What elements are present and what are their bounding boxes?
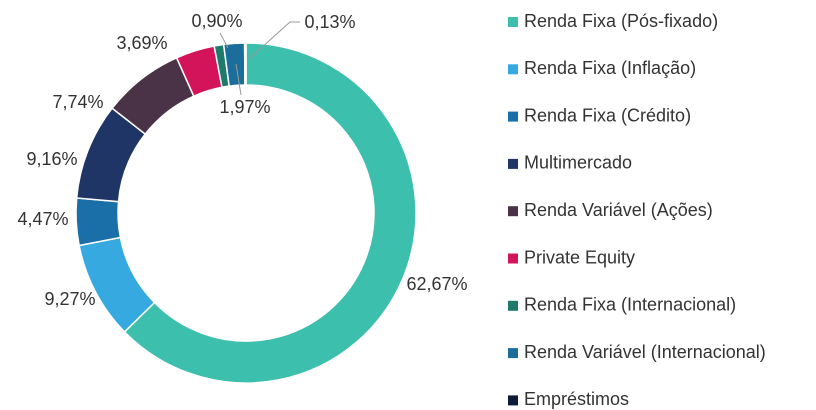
legend-swatch bbox=[508, 111, 518, 122]
legend-swatch bbox=[508, 348, 518, 359]
leader-line bbox=[249, 21, 300, 59]
legend-label: Renda Fixa (Inflação) bbox=[524, 58, 696, 78]
legend-label: Renda Fixa (Pós-fixado) bbox=[524, 11, 718, 31]
leader-line bbox=[235, 63, 242, 96]
donut-slice bbox=[243, 42, 247, 86]
donut-slice bbox=[75, 197, 122, 247]
legend-label: Renda Fixa (Crédito) bbox=[524, 105, 691, 125]
data-label: 7,74% bbox=[52, 92, 103, 112]
legend-swatch bbox=[508, 206, 518, 217]
legend-swatch bbox=[508, 300, 518, 311]
data-label: 62,67% bbox=[406, 274, 467, 294]
legend-label: Renda Variável (Ações) bbox=[524, 200, 713, 220]
legend-label: Empréstimos bbox=[524, 389, 629, 409]
legend-swatch bbox=[508, 64, 518, 75]
data-label: 0,13% bbox=[304, 12, 355, 32]
legend-label: Multimercado bbox=[524, 153, 632, 173]
legend-label: Renda Variável (Internacional) bbox=[524, 342, 766, 362]
data-label: 0,90% bbox=[191, 11, 242, 31]
legend-swatch bbox=[508, 17, 518, 27]
leader-line bbox=[219, 32, 229, 49]
legend-swatch bbox=[508, 158, 518, 169]
legend-swatch bbox=[508, 253, 518, 264]
legend-swatch bbox=[508, 395, 518, 406]
data-label: 4,47% bbox=[17, 209, 68, 229]
legend-label: Private Equity bbox=[524, 247, 635, 267]
data-label: 9,16% bbox=[26, 149, 77, 169]
legend-label: Renda Fixa (Internacional) bbox=[524, 295, 736, 315]
data-label: 1,97% bbox=[219, 97, 270, 117]
donut-slice bbox=[123, 42, 417, 384]
data-label: 9,27% bbox=[44, 289, 95, 309]
data-label: 3,69% bbox=[116, 33, 167, 53]
